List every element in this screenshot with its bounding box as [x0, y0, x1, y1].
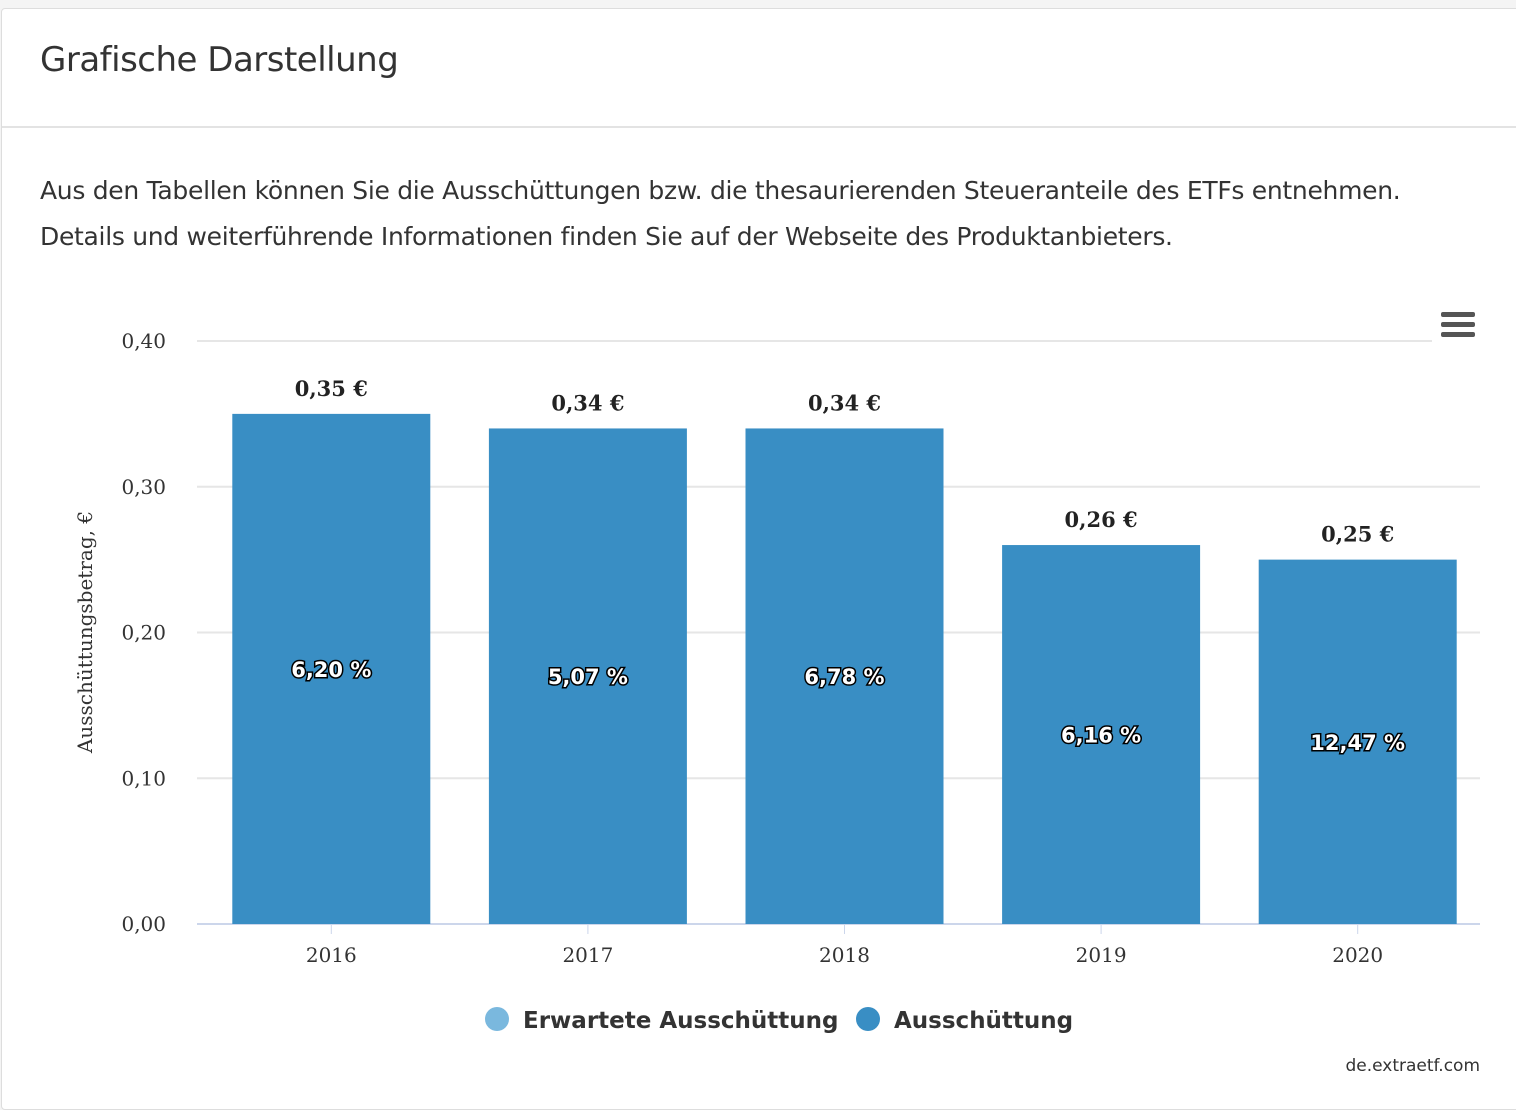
- percent-label: 6,20 %: [291, 658, 371, 682]
- legend-marker-icon: [856, 1007, 880, 1031]
- data-label: 0,34 €: [808, 390, 881, 415]
- chart-credit[interactable]: de.extraetf.com: [1345, 1056, 1480, 1076]
- y-tick-label: 0,40: [121, 329, 166, 353]
- chart-menu-button[interactable]: [1438, 310, 1478, 342]
- x-tick-label: 2017: [562, 943, 613, 967]
- legend-marker-icon: [485, 1007, 509, 1031]
- data-label: 0,35 €: [295, 376, 368, 401]
- data-label: 0,26 €: [1065, 507, 1138, 532]
- percent-label: 12,47 %: [1310, 731, 1405, 755]
- bar-2017[interactable]: [488, 428, 687, 924]
- percent-label: 5,07 %: [548, 665, 628, 689]
- percent-label: 6,16 %: [1061, 724, 1141, 748]
- y-tick-label: 0,10: [121, 766, 166, 790]
- legend-label: Ausschüttung: [894, 1008, 1073, 1034]
- bar-2019[interactable]: [1002, 545, 1201, 924]
- description-line: Details und weiterführende Informationen…: [40, 222, 1173, 251]
- bar-2018[interactable]: [745, 428, 944, 924]
- x-tick-label: 2016: [306, 943, 357, 967]
- data-label: 0,34 €: [551, 390, 624, 415]
- description: Aus den Tabellen können Sie die Ausschüt…: [40, 168, 1401, 260]
- x-tick-label: 2018: [819, 943, 870, 967]
- hamburger-menu-icon: [1441, 312, 1475, 337]
- card-header: [2, 9, 1516, 128]
- page-title: Grafische Darstellung: [40, 40, 399, 80]
- y-tick-label: 0,00: [121, 912, 166, 936]
- legend-item[interactable]: Erwartete Ausschüttung: [485, 1007, 839, 1034]
- legend-label: Erwartete Ausschüttung: [523, 1008, 839, 1034]
- data-label: 0,25 €: [1321, 522, 1394, 547]
- percent-label: 6,78 %: [804, 665, 884, 689]
- x-tick-label: 2019: [1076, 943, 1127, 967]
- legend-item[interactable]: Ausschüttung: [856, 1007, 1073, 1034]
- y-tick-label: 0,30: [121, 475, 166, 499]
- y-axis-title: Ausschüttungsbetrag, €: [73, 511, 97, 754]
- bar-2020[interactable]: [1258, 559, 1457, 924]
- x-tick-label: 2020: [1332, 943, 1383, 967]
- description-line: Aus den Tabellen können Sie die Ausschüt…: [40, 176, 1401, 205]
- bar-2016[interactable]: [232, 413, 431, 924]
- y-tick-label: 0,20: [121, 621, 166, 645]
